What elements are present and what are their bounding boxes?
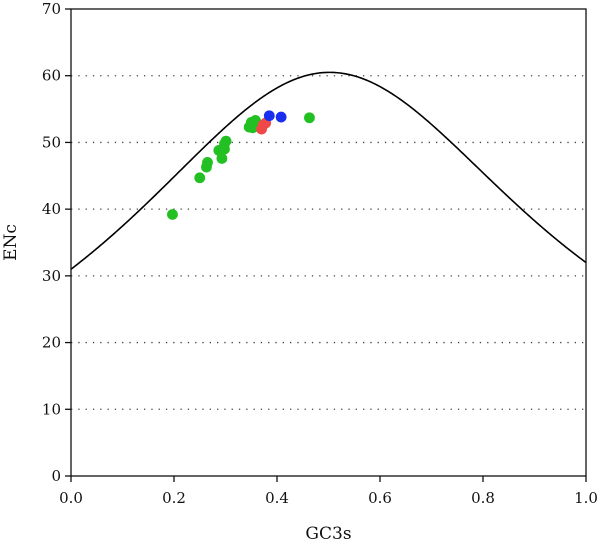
y-tick-label: 20 xyxy=(42,334,61,352)
tick-labels: 0 10 20 30 40 50 60 70 0.0 0.2 0.4 0.6 0.8 1.0 xyxy=(42,0,598,507)
y-tick-label: 50 xyxy=(42,133,61,151)
y-tick-label: 40 xyxy=(42,200,61,218)
x-tick-label: 1.0 xyxy=(574,489,598,507)
x-tick-label: 0.0 xyxy=(59,489,83,507)
axes xyxy=(65,8,587,482)
y-tick-label: 30 xyxy=(42,267,61,285)
plot-frame xyxy=(70,8,587,477)
data-point xyxy=(275,111,287,123)
data-point xyxy=(202,157,213,168)
x-tick-label: 0.8 xyxy=(471,489,495,507)
expected-enc-curve xyxy=(70,71,587,270)
data-point xyxy=(304,112,315,124)
x-tick-label: 0.2 xyxy=(162,489,186,507)
data-point xyxy=(220,135,232,147)
y-tick-label: 10 xyxy=(42,400,61,418)
x-axis-label: GC3s xyxy=(305,524,351,544)
y-tick-label: 0 xyxy=(51,467,61,485)
data-point xyxy=(263,110,275,122)
data-point xyxy=(167,209,178,220)
gridlines xyxy=(71,75,586,410)
y-tick-label: 70 xyxy=(42,0,61,18)
x-tick-label: 0.4 xyxy=(265,489,289,507)
data-point xyxy=(216,153,228,164)
data-points xyxy=(167,110,315,220)
y-tick-label: 60 xyxy=(42,67,61,85)
data-point xyxy=(194,172,206,184)
x-tick-label: 0.6 xyxy=(368,489,392,507)
y-axis-label: ENc xyxy=(1,224,21,261)
expected-curve-layer xyxy=(70,71,587,270)
